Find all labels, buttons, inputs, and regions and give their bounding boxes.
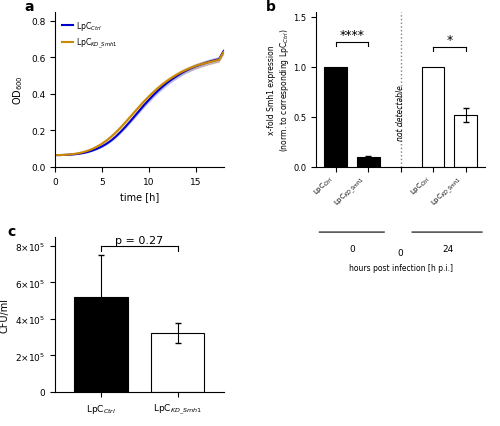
- LpC$_{KD\_Smh1}$: [113, 130, 119, 135]
- Bar: [324, 68, 347, 167]
- LpC$_{KD\_Smh1}$: [206, 60, 212, 66]
- LpC$_{Ctrl}$: [206, 60, 212, 65]
- Text: b: b: [266, 0, 276, 14]
- LpC$_{KD\_Smh1}$: [220, 50, 226, 55]
- LpC$_{Ctrl}$: [66, 153, 72, 158]
- LpC$_{KD\_Smh1}$: [118, 126, 124, 131]
- LpC$_{KD\_Smh1}$: [85, 149, 91, 154]
- Line: LpC$_{KD\_Smh1}$: LpC$_{KD\_Smh1}$: [55, 53, 224, 155]
- LpC$_{KD\_Smh1}$: [70, 152, 76, 157]
- LpC$_{KD\_Smh1}$: [174, 73, 180, 78]
- LpC$_{Ctrl}$: [132, 114, 138, 119]
- LpC$_{Ctrl}$: [76, 152, 82, 157]
- LpC$_{Ctrl}$: [188, 66, 194, 72]
- LpC$_{KD\_Smh1}$: [80, 150, 86, 155]
- LpC$_{KD\_Smh1}$: [178, 70, 184, 75]
- LpC$_{Ctrl}$: [85, 150, 91, 155]
- Legend: LpC$_{Ctrl}$, LpC$_{KD\_Smh1}$: LpC$_{Ctrl}$, LpC$_{KD\_Smh1}$: [59, 17, 121, 54]
- Text: 0: 0: [398, 248, 404, 257]
- LpC$_{KD\_Smh1}$: [216, 58, 222, 63]
- LpC$_{KD\_Smh1}$: [212, 59, 218, 64]
- LpC$_{Ctrl}$: [146, 98, 152, 104]
- LpC$_{Ctrl}$: [141, 104, 147, 109]
- Text: 24: 24: [442, 245, 454, 254]
- LpC$_{KD\_Smh1}$: [164, 79, 170, 84]
- LpC$_{Ctrl}$: [99, 144, 105, 150]
- LpC$_{KD\_Smh1}$: [56, 153, 62, 158]
- Text: *: *: [446, 34, 452, 47]
- Text: c: c: [8, 225, 16, 239]
- LpC$_{KD\_Smh1}$: [122, 121, 128, 126]
- LpC$_{KD\_Smh1}$: [160, 82, 166, 87]
- LpC$_{Ctrl}$: [150, 93, 156, 98]
- LpC$_{Ctrl}$: [52, 153, 58, 158]
- LpC$_{Ctrl}$: [164, 81, 170, 86]
- LpC$_{Ctrl}$: [113, 135, 119, 140]
- LpC$_{KD\_Smh1}$: [202, 62, 208, 67]
- LpC$_{Ctrl}$: [122, 125, 128, 130]
- LpC$_{KD\_Smh1}$: [155, 86, 161, 91]
- LpC$_{KD\_Smh1}$: [188, 66, 194, 71]
- X-axis label: time [h]: time [h]: [120, 192, 159, 202]
- LpC$_{KD\_Smh1}$: [132, 110, 138, 115]
- LpC$_{Ctrl}$: [160, 85, 166, 90]
- Text: hours post infection [h p.i.]: hours post infection [h p.i.]: [348, 263, 453, 273]
- Text: p = 0.27: p = 0.27: [115, 236, 164, 246]
- LpC$_{KD\_Smh1}$: [94, 144, 100, 150]
- Text: 0: 0: [349, 245, 354, 254]
- LpC$_{Ctrl}$: [70, 153, 76, 158]
- Y-axis label: x-fold Smh1 expression
(norm. to corresponding LpC$_{Ctrl}$): x-fold Smh1 expression (norm. to corresp…: [267, 29, 290, 152]
- LpC$_{Ctrl}$: [202, 61, 208, 66]
- LpC$_{KD\_Smh1}$: [183, 68, 189, 73]
- LpC$_{KD\_Smh1}$: [76, 151, 82, 156]
- LpC$_{Ctrl}$: [56, 153, 62, 158]
- LpC$_{KD\_Smh1}$: [141, 100, 147, 105]
- Text: not detectable: not detectable: [396, 85, 405, 141]
- LpC$_{Ctrl}$: [192, 65, 198, 70]
- Y-axis label: CFU/ml: CFU/ml: [0, 297, 10, 332]
- LpC$_{KD\_Smh1}$: [66, 153, 72, 158]
- LpC$_{Ctrl}$: [118, 130, 124, 135]
- LpC$_{KD\_Smh1}$: [192, 64, 198, 69]
- Bar: [422, 68, 444, 167]
- LpC$_{KD\_Smh1}$: [104, 138, 110, 144]
- LpC$_{Ctrl}$: [174, 74, 180, 79]
- LpC$_{Ctrl}$: [94, 147, 100, 152]
- Bar: [357, 158, 380, 167]
- LpC$_{KD\_Smh1}$: [136, 105, 142, 110]
- LpC$_{KD\_Smh1}$: [150, 90, 156, 95]
- LpC$_{Ctrl}$: [155, 89, 161, 94]
- LpC$_{Ctrl}$: [183, 69, 189, 74]
- LpC$_{Ctrl}$: [127, 120, 133, 125]
- Text: a: a: [24, 0, 34, 14]
- Line: LpC$_{Ctrl}$: LpC$_{Ctrl}$: [55, 52, 224, 155]
- LpC$_{KD\_Smh1}$: [127, 115, 133, 121]
- LpC$_{Ctrl}$: [104, 142, 110, 147]
- LpC$_{KD\_Smh1}$: [90, 147, 96, 152]
- LpC$_{KD\_Smh1}$: [99, 142, 105, 147]
- LpC$_{Ctrl}$: [212, 59, 218, 64]
- LpC$_{KD\_Smh1}$: [62, 153, 68, 158]
- LpC$_{Ctrl}$: [169, 78, 175, 83]
- LpC$_{Ctrl}$: [178, 72, 184, 77]
- Bar: [454, 115, 477, 167]
- LpC$_{Ctrl}$: [62, 153, 68, 158]
- LpC$_{Ctrl}$: [80, 151, 86, 156]
- Bar: [74, 297, 128, 392]
- LpC$_{Ctrl}$: [197, 63, 203, 68]
- Text: ****: ****: [340, 29, 364, 42]
- LpC$_{Ctrl}$: [216, 58, 222, 63]
- LpC$_{KD\_Smh1}$: [197, 63, 203, 68]
- LpC$_{Ctrl}$: [136, 109, 142, 114]
- LpC$_{KD\_Smh1}$: [146, 95, 152, 100]
- LpC$_{Ctrl}$: [90, 149, 96, 154]
- LpC$_{KD\_Smh1}$: [52, 153, 58, 158]
- LpC$_{Ctrl}$: [108, 138, 114, 144]
- Bar: [151, 334, 204, 392]
- LpC$_{KD\_Smh1}$: [108, 135, 114, 140]
- LpC$_{Ctrl}$: [220, 49, 226, 55]
- Y-axis label: OD$_{600}$: OD$_{600}$: [12, 75, 26, 105]
- LpC$_{KD\_Smh1}$: [169, 76, 175, 81]
